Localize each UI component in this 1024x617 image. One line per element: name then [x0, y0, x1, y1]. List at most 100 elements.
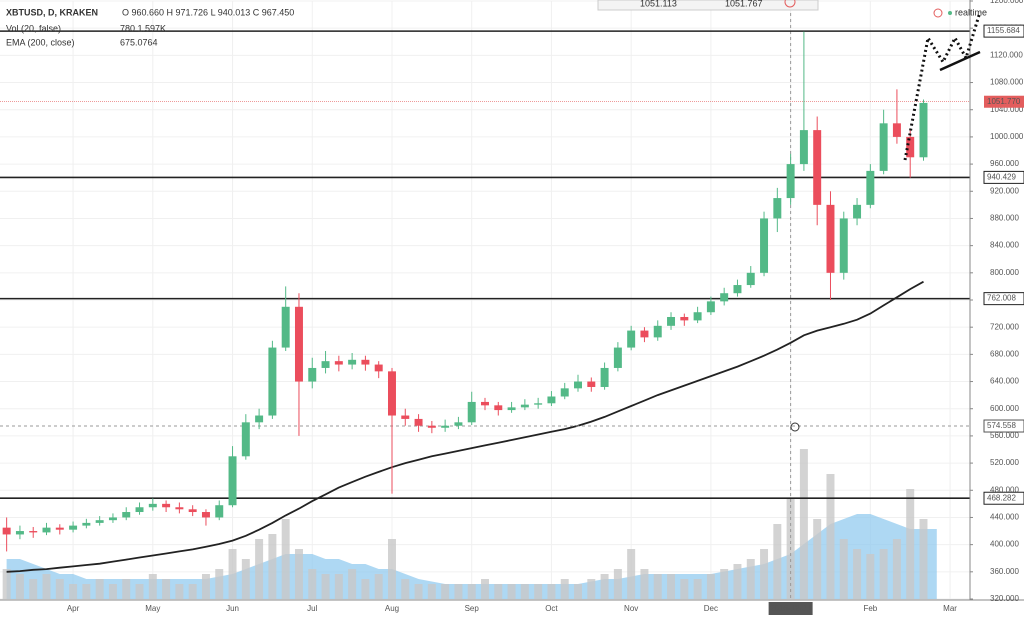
volume-bar: [587, 579, 596, 599]
volume-bar: [693, 579, 702, 599]
volume-bar: [427, 584, 436, 599]
volume-bar: [853, 549, 862, 599]
volume-bar: [334, 574, 343, 599]
volume-bar: [162, 579, 171, 599]
volume-bar: [507, 584, 516, 599]
candle-body: [613, 347, 622, 368]
plot: [0, 1, 970, 599]
x-tick-label: Dec: [704, 604, 718, 613]
volume-bar: [148, 574, 157, 599]
candle-body: [547, 396, 556, 404]
y-tick-label: 880.000: [990, 214, 1019, 223]
volume-bar: [746, 559, 755, 599]
volume-bar: [919, 519, 928, 599]
candle-body: [215, 505, 224, 518]
indicator-value: 675.0764: [120, 37, 158, 47]
candle-body: [520, 404, 529, 408]
volume-bar: [906, 489, 915, 599]
x-tick-label: Aug: [385, 604, 399, 613]
y-tick-label: 1040.000: [990, 105, 1024, 114]
candle-body: [255, 415, 264, 423]
candle-body: [268, 347, 277, 416]
y-tick-label: 680.000: [990, 349, 1019, 358]
candle-body: [95, 520, 104, 523]
volume-bar: [348, 569, 357, 599]
alert-icon[interactable]: [784, 0, 796, 8]
candle-body: [15, 531, 24, 535]
candle-body: [534, 403, 543, 405]
level-label: 762.008: [987, 294, 1016, 303]
alert-icon[interactable]: [933, 8, 943, 18]
volume-bar: [268, 534, 277, 599]
candle-body: [401, 415, 410, 419]
indicator-name: Vol (20, false): [6, 23, 61, 33]
volume-bar: [55, 579, 64, 599]
volume-bar: [680, 579, 689, 599]
crosshair-price-bg: [983, 419, 1024, 433]
candle-body: [839, 218, 848, 273]
volume-bar: [42, 574, 51, 599]
volume-bar: [388, 539, 396, 599]
candle-body: [334, 361, 343, 365]
volume-bar: [201, 574, 210, 599]
x-tick-label: Mar: [943, 604, 957, 613]
x-tick-label: Feb: [863, 604, 877, 613]
projection-arrow: [903, 11, 982, 161]
volume-bar: [600, 574, 609, 599]
candle-body: [693, 312, 702, 321]
last-price-bg: [984, 95, 1024, 108]
candle-body: [321, 361, 330, 368]
ema-line: [6, 280, 924, 573]
y-tick-label: 720.000: [990, 322, 1019, 331]
candle-body: [201, 512, 210, 518]
candle-body: [388, 371, 396, 416]
volume-bar: [467, 584, 476, 599]
candle-body: [640, 330, 649, 338]
candle-body: [294, 306, 303, 382]
y-tick-label: 520.000: [990, 458, 1019, 467]
y-tick-label: 920.000: [990, 186, 1019, 195]
x-tick-label: Jul: [307, 604, 317, 613]
volume-bar: [321, 574, 330, 599]
candle-body: [746, 272, 755, 286]
candle-body: [188, 509, 197, 513]
volume-bar: [108, 584, 117, 599]
volume-layer: [2, 449, 937, 599]
candle-body: [600, 367, 609, 387]
candle-body: [494, 405, 503, 411]
x-tick-label: Sep: [465, 604, 480, 613]
x-tick-label: Apr: [67, 604, 80, 613]
candle-body: [879, 123, 888, 171]
y-tick-label: 840.000: [990, 241, 1019, 250]
x-tick-label: May: [145, 604, 160, 613]
volume-bar: [760, 549, 769, 599]
grid: [0, 0, 970, 600]
y-tick-label: 800.000: [990, 268, 1019, 277]
candle-body: [82, 522, 91, 526]
candle-body: [507, 407, 516, 411]
candle-body: [374, 364, 383, 372]
volume-bar: [82, 584, 91, 599]
volume-bar: [188, 584, 197, 599]
candle-body: [892, 123, 901, 137]
candle-body: [467, 401, 476, 423]
volume-bar: [773, 524, 782, 599]
candle-body: [148, 503, 157, 508]
ohlc: O 960.660 H 971.726 L 940.013 C 967.450: [122, 7, 294, 17]
y-tick-label: 480.000: [990, 485, 1019, 494]
candle-body: [733, 285, 742, 294]
volume-bar: [640, 569, 649, 599]
candle-body: [122, 512, 131, 518]
volume-bar: [414, 584, 423, 599]
volume-bar: [294, 549, 303, 599]
y-tick-label: 1000.000: [990, 132, 1024, 141]
volume-bar: [720, 569, 729, 599]
volume-bar: [892, 539, 901, 599]
volume-bar: [706, 574, 715, 599]
x-tick-label: Nov: [624, 604, 638, 613]
candle-body: [135, 507, 144, 513]
volume-bar: [879, 549, 888, 599]
volume-bar: [175, 584, 184, 599]
candle-body: [560, 388, 569, 397]
